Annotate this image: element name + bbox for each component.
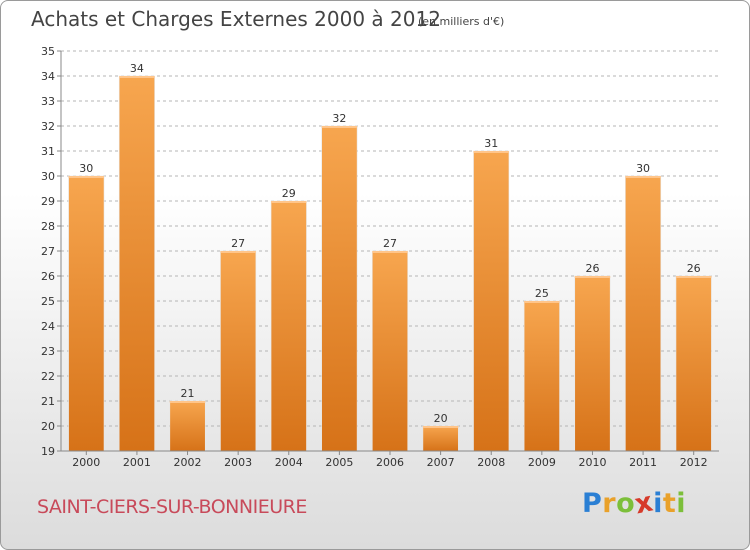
axes: 19 20 21 22 23 24 25 26 27 28 29 30 31 32 33 34 35 2000 20…	[41, 45, 719, 469]
x-tick-label-2007: 2007	[427, 456, 455, 469]
chart-title: Achats et Charges Externes 2000 à 2012	[31, 7, 441, 31]
data-label-2008: 31	[484, 137, 498, 150]
data-label-2007: 20	[434, 412, 448, 425]
bar-top-highlight	[220, 251, 256, 253]
y-tick-label: 30	[41, 170, 55, 183]
bar-top-highlight	[422, 426, 459, 428]
data-label-2009: 25	[535, 287, 549, 300]
bar-2009	[523, 300, 560, 452]
y-tick-label: 20	[41, 420, 55, 433]
bar-top-highlight	[321, 126, 358, 128]
x-tick-label-2006: 2006	[376, 456, 404, 469]
bar-2005	[321, 125, 358, 452]
proxiti-logo: Proxiti	[582, 486, 687, 520]
bar-2006	[371, 250, 409, 452]
bar-2008	[473, 150, 510, 452]
bar-2011	[625, 175, 662, 452]
x-tick-label-2011: 2011	[629, 456, 657, 469]
y-tick-label: 31	[41, 145, 55, 158]
logo-letter: i	[676, 488, 687, 519]
bar-top-highlight	[524, 301, 560, 303]
data-label-2001: 34	[130, 62, 144, 75]
logo-letter: o	[616, 488, 636, 519]
bar-2012	[675, 275, 712, 452]
data-label-2002: 21	[181, 387, 195, 400]
y-tick-label: 19	[41, 445, 55, 458]
bar-2000	[68, 175, 105, 452]
y-tick-label: 33	[41, 95, 55, 108]
x-tick-label-2005: 2005	[325, 456, 353, 469]
bar-2002	[169, 400, 206, 452]
y-tick-label: 27	[41, 245, 55, 258]
logo-letter: r	[602, 488, 617, 519]
bar-2004	[270, 200, 307, 452]
y-tick-label: 22	[41, 370, 55, 383]
bar-top-highlight	[119, 76, 155, 78]
x-tick-label-2003: 2003	[224, 456, 252, 469]
bar-2001	[118, 75, 155, 452]
bar-2003	[220, 250, 257, 452]
logo-letter: P	[582, 488, 603, 519]
data-label-2006: 27	[383, 237, 397, 250]
bar-top-highlight	[675, 276, 712, 278]
bar-2007	[422, 425, 459, 452]
bar-top-highlight	[372, 251, 408, 253]
y-tick-label: 25	[41, 295, 55, 308]
bars	[68, 75, 712, 452]
x-tick-label-2009: 2009	[528, 456, 556, 469]
y-tick-label: 35	[41, 45, 55, 58]
data-label-2011: 30	[636, 162, 650, 175]
bar-top-highlight	[271, 201, 307, 203]
y-tick-label: 21	[41, 395, 55, 408]
y-tick-label: 32	[41, 120, 55, 133]
logo-letter: i	[653, 488, 663, 519]
data-label-2012: 26	[687, 262, 701, 275]
y-tick-label: 24	[41, 320, 55, 333]
data-labels: 30 34 21 27 29 32 27 20 31 25 26 30 26	[79, 62, 700, 425]
x-tick-label-2000: 2000	[72, 456, 100, 469]
data-label-2003: 27	[231, 237, 245, 250]
x-tick-label-2001: 2001	[123, 456, 151, 469]
x-tick-label-2002: 2002	[174, 456, 202, 469]
logo-letter: t	[662, 488, 677, 519]
bar-top-highlight	[625, 176, 661, 178]
data-label-2000: 30	[79, 162, 93, 175]
commune-name: SAINT-CIERS-SUR-BONNIEURE	[37, 496, 307, 518]
y-tick-label: 28	[41, 220, 55, 233]
x-tick-label-2004: 2004	[275, 456, 303, 469]
bar-2010	[574, 275, 611, 452]
y-tick-label: 29	[41, 195, 55, 208]
x-tick-label-2012: 2012	[680, 456, 708, 469]
data-label-2005: 32	[332, 112, 346, 125]
chart-subtitle: (en milliers d'€)	[418, 15, 505, 28]
bar-top-highlight	[574, 276, 611, 278]
x-tick-label-2008: 2008	[477, 456, 505, 469]
y-tick-label: 34	[41, 70, 55, 83]
data-label-2004: 29	[282, 187, 296, 200]
y-tick-label: 23	[41, 345, 55, 358]
bar-top-highlight	[68, 176, 105, 178]
bar-top-highlight	[473, 151, 509, 153]
bar-top-highlight	[169, 401, 206, 403]
data-label-2010: 26	[585, 262, 599, 275]
y-tick-label: 26	[41, 270, 55, 283]
x-tick-label-2010: 2010	[578, 456, 606, 469]
